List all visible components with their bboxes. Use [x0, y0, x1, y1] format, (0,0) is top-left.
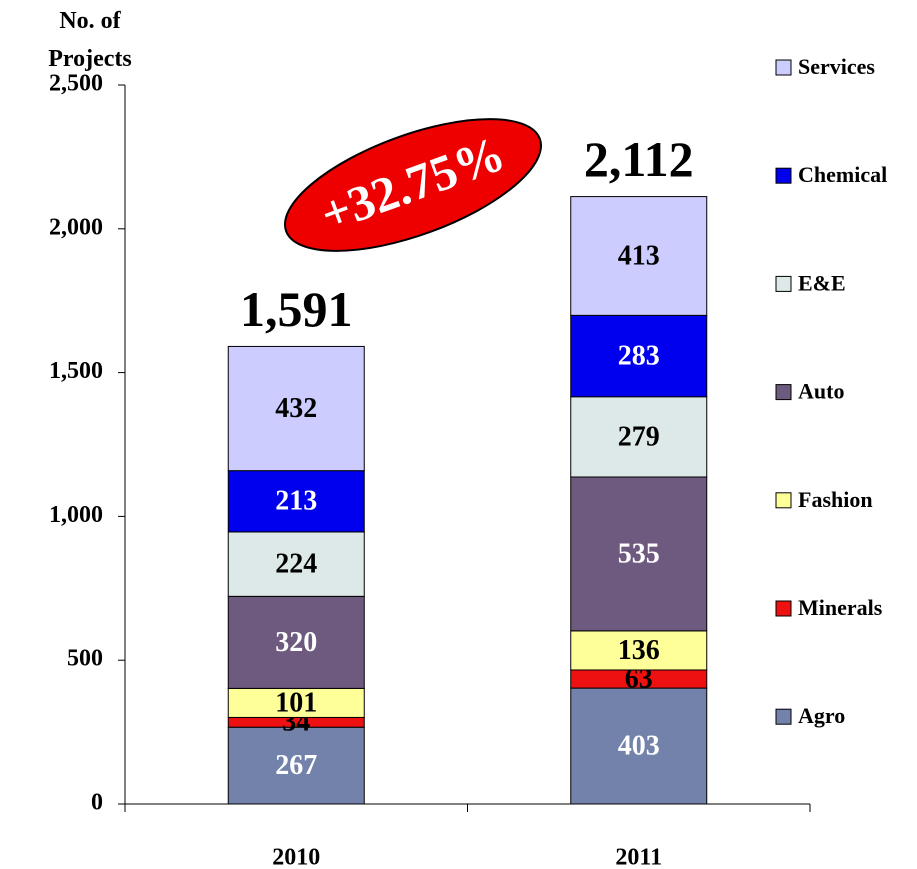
legend-swatch — [775, 384, 792, 401]
y-tick-label: 2,000 — [49, 214, 103, 240]
legend-swatch — [775, 492, 792, 509]
legend-label: E&E — [798, 270, 846, 295]
y-tick-label: 1,500 — [49, 358, 103, 384]
total-label: 2,112 — [584, 131, 694, 187]
value-label: 432 — [275, 393, 317, 424]
bar-segment — [570, 630, 708, 671]
bar-segment — [570, 476, 708, 632]
value-label: 136 — [618, 635, 660, 666]
bar-segment — [227, 345, 365, 472]
legend-label: Auto — [798, 379, 844, 404]
y-tick-label: 500 — [67, 646, 103, 672]
x-tick-label: 2010 — [272, 845, 320, 869]
value-label: 224 — [275, 549, 317, 580]
y-tick-label: 1,000 — [49, 502, 103, 528]
legend-swatch — [775, 275, 792, 292]
value-label: 279 — [618, 421, 660, 452]
bar-segment — [227, 687, 365, 718]
value-label: 413 — [618, 240, 660, 271]
y-tick-label: 2,500 — [49, 71, 103, 97]
bar-segment — [570, 396, 708, 478]
bar-segment — [227, 595, 365, 689]
legend-label: Chemical — [798, 162, 887, 187]
x-tick-label: 2011 — [615, 845, 662, 869]
total-label: 1,591 — [240, 281, 353, 337]
value-label: 403 — [618, 730, 660, 761]
value-label: 213 — [275, 486, 317, 517]
bar-segment — [227, 531, 365, 597]
value-label: 101 — [275, 687, 317, 718]
annotation: +32.75% — [283, 118, 543, 252]
value-label: 283 — [618, 340, 660, 371]
bar-segment — [227, 726, 365, 805]
bar-segment — [570, 196, 708, 316]
legend-swatch — [775, 59, 792, 76]
legend-label: Fashion — [798, 487, 873, 512]
y-tick-label: 0 — [91, 790, 103, 816]
legend-swatch — [775, 167, 792, 184]
bar-segment — [570, 687, 708, 805]
legend-label: Minerals — [798, 595, 883, 620]
legend-label: Services — [798, 54, 875, 79]
value-label: 535 — [618, 538, 660, 569]
value-label: 267 — [275, 750, 317, 781]
legend-swatch — [775, 600, 792, 617]
bar-segment — [570, 314, 708, 398]
bar-segment — [227, 470, 365, 533]
legend-label: Agro — [798, 703, 845, 728]
y-axis-title: No. of Projects — [48, 8, 132, 72]
legend-swatch — [775, 708, 792, 725]
annotation-bubble — [283, 118, 543, 252]
value-label: 320 — [275, 627, 317, 658]
